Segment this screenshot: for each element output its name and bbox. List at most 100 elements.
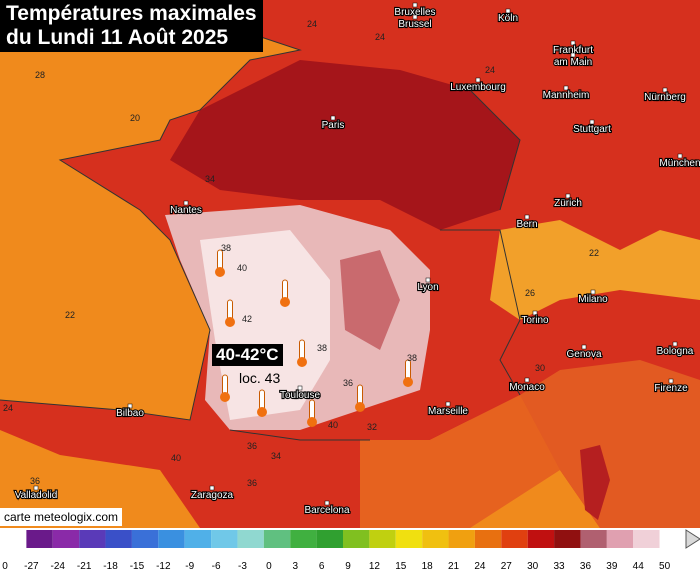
city-dot bbox=[505, 8, 511, 14]
scale-tick-label: 0 bbox=[266, 561, 272, 572]
isotherm-label: 22 bbox=[65, 310, 75, 320]
isotherm-label: 40 bbox=[328, 420, 338, 430]
city-label: Valladolid bbox=[15, 490, 58, 501]
scale-tick-label: 21 bbox=[448, 561, 460, 572]
city-label: Bilbao bbox=[116, 408, 144, 419]
sea bbox=[470, 360, 700, 528]
thermometer-bulb bbox=[225, 317, 235, 327]
scale-swatch bbox=[659, 530, 686, 548]
scale-swatch bbox=[263, 530, 291, 548]
isotherm-label: 36 bbox=[343, 378, 353, 388]
city-dot bbox=[662, 87, 668, 93]
thermometer-bulb bbox=[280, 297, 290, 307]
city-dot bbox=[590, 289, 596, 295]
scale-tick-label: 0 bbox=[2, 561, 8, 572]
city-dot bbox=[425, 277, 431, 283]
isotherm-label: 34 bbox=[271, 451, 281, 461]
city-dot bbox=[412, 2, 418, 8]
city-dot bbox=[127, 403, 133, 409]
scale-swatch bbox=[52, 530, 80, 548]
city-label: Nantes bbox=[170, 205, 202, 216]
thermometer-bulb bbox=[297, 357, 307, 367]
color-scale: 0 -27 -24 -21 -18 -15 -12 -9 -6 -3 0 3 6 9 12 15 18 21 24 2… bbox=[0, 530, 686, 572]
city-label: Köln bbox=[498, 13, 518, 24]
highlight-local: loc. 43 bbox=[239, 370, 281, 386]
title-line: du Lundi 11 Août 2025 bbox=[6, 26, 229, 49]
scale-tick-label: -18 bbox=[103, 561, 118, 572]
mediterranean bbox=[360, 395, 560, 528]
city-dot bbox=[677, 153, 683, 159]
city-label: Toulouse bbox=[280, 390, 320, 401]
isotherm-label: 30 bbox=[535, 363, 545, 373]
scale-swatch bbox=[316, 530, 343, 548]
scale-tick-label: 6 bbox=[319, 561, 325, 572]
scale-swatch bbox=[105, 530, 132, 548]
scale-tick-label: 9 bbox=[345, 561, 351, 572]
isotherm-label: 40 bbox=[171, 453, 181, 463]
scale-swatch bbox=[26, 530, 53, 548]
isotherm-label: 24 bbox=[375, 32, 385, 42]
highlight-range: 40-42°C bbox=[212, 344, 283, 366]
scale-tick-label: 33 bbox=[554, 561, 566, 572]
scale-tick-label: 50 bbox=[659, 561, 671, 572]
city-label: Bologna bbox=[657, 346, 694, 357]
city-label: München bbox=[659, 158, 700, 169]
title-box: Températures maximales du Lundi 11 Août … bbox=[0, 0, 263, 52]
isotherm-label: 36 bbox=[247, 441, 257, 451]
scale-tick-label: 27 bbox=[501, 561, 513, 572]
city-dot bbox=[563, 85, 569, 91]
thermometer-bulb bbox=[403, 377, 413, 387]
borders bbox=[0, 0, 521, 441]
city-label: Firenze bbox=[654, 383, 688, 394]
isotherm-label: 26 bbox=[525, 288, 535, 298]
scale-tick-label: 18 bbox=[422, 561, 434, 572]
north-france bbox=[170, 60, 520, 230]
scale-tick-label: 36 bbox=[580, 561, 592, 572]
city-dot bbox=[412, 14, 418, 20]
corsica bbox=[580, 445, 610, 520]
scale-swatch bbox=[343, 530, 370, 548]
alps bbox=[490, 220, 700, 320]
scale-swatch bbox=[474, 530, 502, 548]
scale-tick-label: -15 bbox=[130, 561, 145, 572]
scale-swatch bbox=[79, 530, 106, 548]
isotherm-label: 28 bbox=[35, 70, 45, 80]
isotherm-label: 38 bbox=[221, 243, 231, 253]
isotherm-label: 32 bbox=[367, 422, 377, 432]
scale-swatch bbox=[580, 530, 607, 548]
heat-core bbox=[200, 230, 330, 420]
scale-swatch bbox=[211, 530, 238, 548]
city-label: Milano bbox=[578, 294, 608, 305]
city-label: Nürnberg bbox=[644, 92, 686, 103]
city-label: Bruxelles bbox=[394, 7, 435, 18]
scale-swatch bbox=[554, 530, 581, 548]
isotherm-label: 36 bbox=[30, 476, 40, 486]
city-label: Marseille bbox=[428, 406, 468, 417]
isotherm-label: 34 bbox=[205, 174, 215, 184]
city-dot bbox=[581, 344, 587, 350]
scale-swatch bbox=[527, 530, 555, 548]
city-label: Barcelona bbox=[304, 505, 349, 516]
scale-swatch bbox=[237, 530, 264, 548]
scale-swatch bbox=[501, 530, 528, 548]
city-label: Mannheim bbox=[543, 90, 590, 101]
city-dot bbox=[297, 385, 303, 391]
scale-swatch bbox=[422, 530, 449, 548]
scale-swatch bbox=[0, 530, 27, 548]
city-dot bbox=[532, 310, 538, 316]
scale-swatch bbox=[369, 530, 396, 548]
scale-tick-label: -21 bbox=[77, 561, 92, 572]
scale-swatch bbox=[290, 530, 317, 548]
city-dot bbox=[570, 52, 576, 58]
scale-tick-label: -9 bbox=[185, 561, 194, 572]
thermometer-bulb bbox=[355, 402, 365, 412]
scale-tick-label: -6 bbox=[212, 561, 221, 572]
city-dot bbox=[445, 401, 451, 407]
isotherm-label: 24 bbox=[485, 65, 495, 75]
isotherm-label: 22 bbox=[589, 248, 599, 258]
scale-swatch bbox=[158, 530, 185, 548]
city-dot bbox=[565, 193, 571, 199]
isotherm-label: 38 bbox=[317, 343, 327, 353]
city-label: Bern bbox=[516, 219, 537, 230]
